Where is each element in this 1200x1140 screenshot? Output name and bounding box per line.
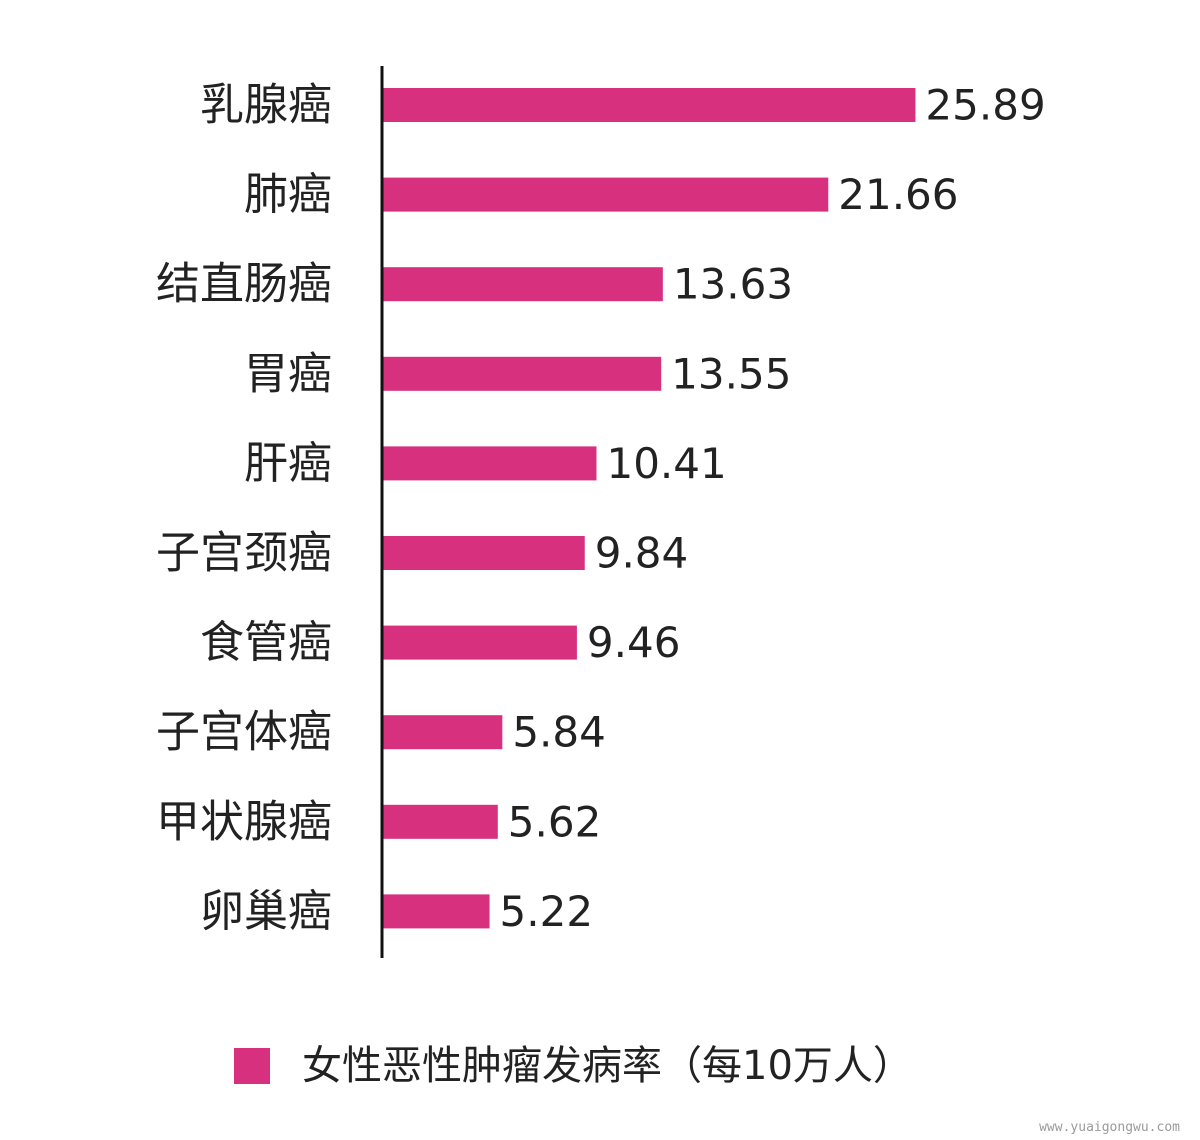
bar — [382, 715, 503, 750]
bar — [382, 894, 490, 929]
category-label: 卵巢癌 — [200, 886, 332, 937]
value-label: 10.41 — [606, 439, 726, 488]
bar — [382, 267, 663, 302]
category-label: 子宫颈癌 — [156, 528, 332, 579]
bar — [382, 446, 597, 481]
category-label: 食管癌 — [200, 617, 332, 668]
value-label: 25.89 — [925, 81, 1045, 130]
value-label: 13.55 — [671, 349, 791, 398]
value-label: 13.63 — [673, 260, 793, 309]
legend: 女性恶性肿瘤发病率（每10万人） — [234, 1043, 913, 1089]
category-label: 甲状腺癌 — [156, 796, 332, 847]
category-label: 胃癌 — [244, 348, 332, 399]
value-labels: 25.89 21.66 13.63 13.55 10.41 9.84 9.46 5.84 5.6… — [500, 81, 1046, 936]
value-label: 9.84 — [595, 529, 689, 578]
legend-swatch — [234, 1048, 270, 1084]
category-label: 肺癌 — [244, 169, 332, 220]
category-label: 结直肠癌 — [156, 259, 332, 310]
bars-group — [382, 88, 916, 929]
bar — [382, 804, 498, 839]
bar — [382, 625, 577, 660]
bar — [382, 536, 585, 570]
category-label: 肝癌 — [244, 438, 332, 489]
bar — [382, 88, 916, 122]
value-label: 5.22 — [500, 887, 594, 936]
watermark-text: www.yuaigongwu.com — [1039, 1120, 1180, 1135]
bar — [382, 177, 829, 212]
value-label: 5.84 — [512, 708, 606, 757]
category-label: 乳腺癌 — [200, 80, 332, 131]
category-label: 子宫体癌 — [156, 707, 332, 758]
legend-label: 女性恶性肿瘤发病率（每10万人） — [302, 1043, 913, 1089]
value-label: 21.66 — [838, 170, 958, 219]
value-label: 5.62 — [508, 797, 602, 846]
bar — [382, 356, 662, 391]
value-label: 9.46 — [587, 618, 681, 667]
